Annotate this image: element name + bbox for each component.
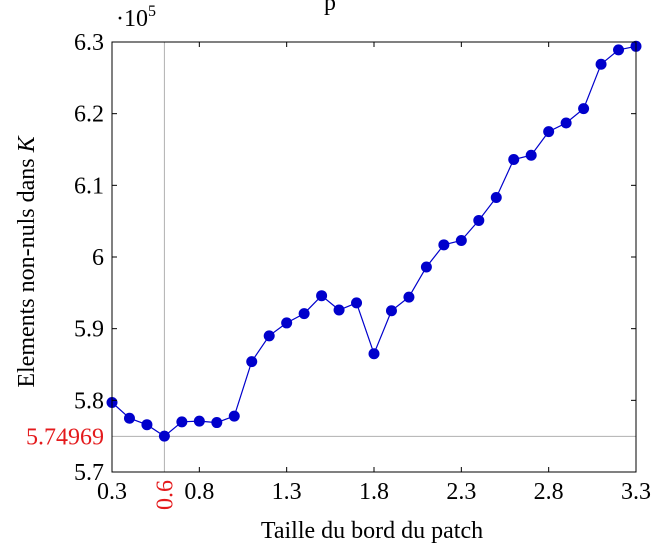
- data-point: [420, 261, 432, 273]
- data-point: [158, 430, 170, 442]
- x-tick-label: 1.8: [359, 479, 389, 505]
- y-axis-label: Elements non-nuls dans K: [14, 134, 40, 387]
- y-tick-label: 6.3: [74, 30, 104, 56]
- y-tick-label: 5.9: [74, 317, 104, 343]
- data-point: [403, 291, 415, 303]
- data-point: [123, 412, 135, 424]
- data-point: [211, 417, 223, 429]
- y-scale-base: ·10: [116, 6, 148, 32]
- y-axis-label-var: K: [14, 134, 40, 153]
- data-point: [176, 416, 188, 428]
- data-point: [351, 297, 363, 309]
- y-tick-label: 6: [92, 245, 104, 271]
- highlight-x-label: 0.6: [152, 480, 178, 510]
- ticks-layer: 0.3 0.8 1.3 1.8 2.3 2.8 3.3 5.7 5.8 5.9 6 6.1 6.2 6.3…: [26, 30, 651, 510]
- y-scale-factor: ·105: [116, 3, 156, 32]
- x-axis-label: Taille du bord du patch: [261, 518, 483, 544]
- x-tick-label: 2.8: [534, 479, 564, 505]
- y-tick-label: 6.1: [74, 173, 104, 199]
- data-point: [385, 305, 397, 317]
- x-tick-label: 0.8: [184, 479, 214, 505]
- data-point: [316, 290, 328, 302]
- data-point: [613, 44, 625, 56]
- data-point: [508, 154, 520, 166]
- data-point: [228, 410, 240, 422]
- y-tick-label: 5.8: [74, 388, 104, 414]
- data-point: [368, 348, 380, 360]
- data-point: [246, 356, 258, 368]
- data-point: [281, 317, 293, 329]
- highlight-y-label: 5.74969: [26, 424, 104, 450]
- data-point: [141, 419, 153, 431]
- data-point: [193, 415, 205, 427]
- x-tick-label: 1.3: [272, 479, 302, 505]
- data-point: [438, 239, 450, 251]
- y-tick-label: 5.7: [74, 460, 104, 486]
- data-point: [578, 103, 590, 115]
- x-tick-label: 3.3: [621, 479, 651, 505]
- data-point: [490, 192, 502, 204]
- chart-title-partial: p: [324, 0, 336, 16]
- data-point: [543, 126, 555, 138]
- series-line: [111, 45, 637, 437]
- y-scale-exponent: 5: [148, 3, 156, 20]
- data-point: [263, 330, 275, 342]
- data-point: [333, 304, 345, 316]
- data-point: [473, 214, 485, 226]
- data-point: [595, 58, 607, 70]
- reference-lines: [112, 42, 636, 472]
- x-tick-label: 2.3: [446, 479, 476, 505]
- data-point: [298, 308, 310, 320]
- data-point: [525, 149, 537, 161]
- y-tick-label: 6.2: [74, 102, 104, 128]
- data-point: [560, 117, 572, 129]
- series-layer: [106, 40, 642, 442]
- data-point: [455, 235, 467, 247]
- y-axis-label-text: Elements non-nuls dans: [14, 158, 40, 387]
- x-tick-label: 0.3: [97, 479, 127, 505]
- plot-frame: [111, 41, 637, 473]
